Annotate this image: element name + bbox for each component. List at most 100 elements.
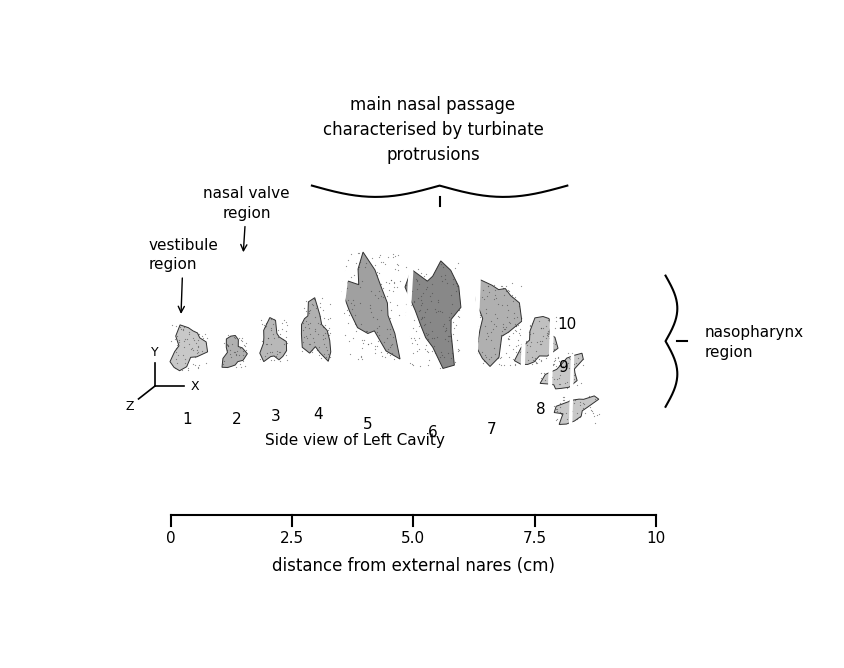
Point <box>582 392 595 403</box>
Point <box>481 281 495 291</box>
Point <box>479 352 492 363</box>
Point <box>425 333 438 344</box>
Point <box>417 320 430 331</box>
Point <box>176 350 190 361</box>
Point <box>441 336 455 347</box>
Point <box>529 357 543 367</box>
Point <box>371 252 385 263</box>
Point <box>569 358 582 369</box>
Point <box>509 347 522 357</box>
Point <box>389 282 403 293</box>
Point <box>565 363 578 373</box>
Point <box>444 336 457 347</box>
Point <box>487 349 500 360</box>
Point <box>548 339 561 349</box>
Point <box>220 345 234 356</box>
Text: distance from external nares (cm): distance from external nares (cm) <box>272 557 555 575</box>
Point <box>506 296 519 307</box>
Point <box>168 363 181 373</box>
Point <box>437 270 451 281</box>
Point <box>399 280 413 291</box>
Point <box>553 397 566 408</box>
Point <box>223 349 236 360</box>
Point <box>528 355 541 366</box>
Point <box>387 281 401 292</box>
Point <box>315 293 328 303</box>
Point <box>337 307 350 318</box>
Point <box>303 305 316 316</box>
Point <box>228 333 241 343</box>
Point <box>387 277 400 288</box>
Point <box>169 320 182 331</box>
Polygon shape <box>539 353 582 389</box>
Point <box>197 329 211 340</box>
Point <box>383 313 397 323</box>
Point <box>441 315 455 325</box>
Point <box>547 334 560 345</box>
Point <box>554 408 567 419</box>
Point <box>221 330 235 341</box>
Point <box>409 275 423 285</box>
Point <box>507 359 521 369</box>
Point <box>410 292 424 303</box>
Point <box>431 305 445 316</box>
Point <box>572 411 586 422</box>
Point <box>271 332 284 343</box>
Point <box>421 360 435 371</box>
Point <box>510 311 523 322</box>
Point <box>295 345 309 356</box>
Point <box>565 405 578 416</box>
Point <box>383 349 397 360</box>
Point <box>384 347 398 358</box>
Point <box>177 335 191 346</box>
Point <box>372 321 386 332</box>
Point <box>524 337 538 347</box>
Point <box>171 349 185 360</box>
Point <box>517 327 530 337</box>
Point <box>549 403 562 414</box>
Point <box>390 300 403 311</box>
Point <box>351 353 365 364</box>
Point <box>502 285 516 296</box>
Point <box>322 323 335 333</box>
Point <box>490 313 504 323</box>
Point <box>339 305 353 315</box>
Point <box>187 352 201 363</box>
Point <box>550 374 564 385</box>
Point <box>587 418 601 428</box>
Point <box>309 302 322 313</box>
Point <box>538 374 551 385</box>
Point <box>566 373 580 384</box>
Point <box>418 307 431 317</box>
Point <box>509 321 522 331</box>
Point <box>350 263 364 274</box>
Point <box>191 361 204 372</box>
Point <box>402 299 415 310</box>
Point <box>547 323 560 333</box>
Point <box>508 340 522 351</box>
Point <box>310 345 323 355</box>
Point <box>312 341 326 352</box>
Point <box>489 293 502 303</box>
Point <box>387 353 400 364</box>
Point <box>554 365 567 375</box>
Text: 5.0: 5.0 <box>401 531 425 546</box>
Point <box>230 349 243 359</box>
Point <box>265 347 279 357</box>
Point <box>344 304 358 315</box>
Point <box>225 339 238 349</box>
Point <box>169 334 182 345</box>
Point <box>434 271 447 282</box>
Point <box>566 398 580 409</box>
Point <box>514 355 528 365</box>
Point <box>495 283 509 293</box>
Point <box>273 347 286 358</box>
Point <box>550 351 564 362</box>
Point <box>346 295 360 305</box>
Point <box>549 413 563 424</box>
Point <box>261 333 274 343</box>
Text: X: X <box>191 379 199 393</box>
Point <box>177 342 191 353</box>
Point <box>449 277 463 288</box>
Point <box>576 359 589 370</box>
